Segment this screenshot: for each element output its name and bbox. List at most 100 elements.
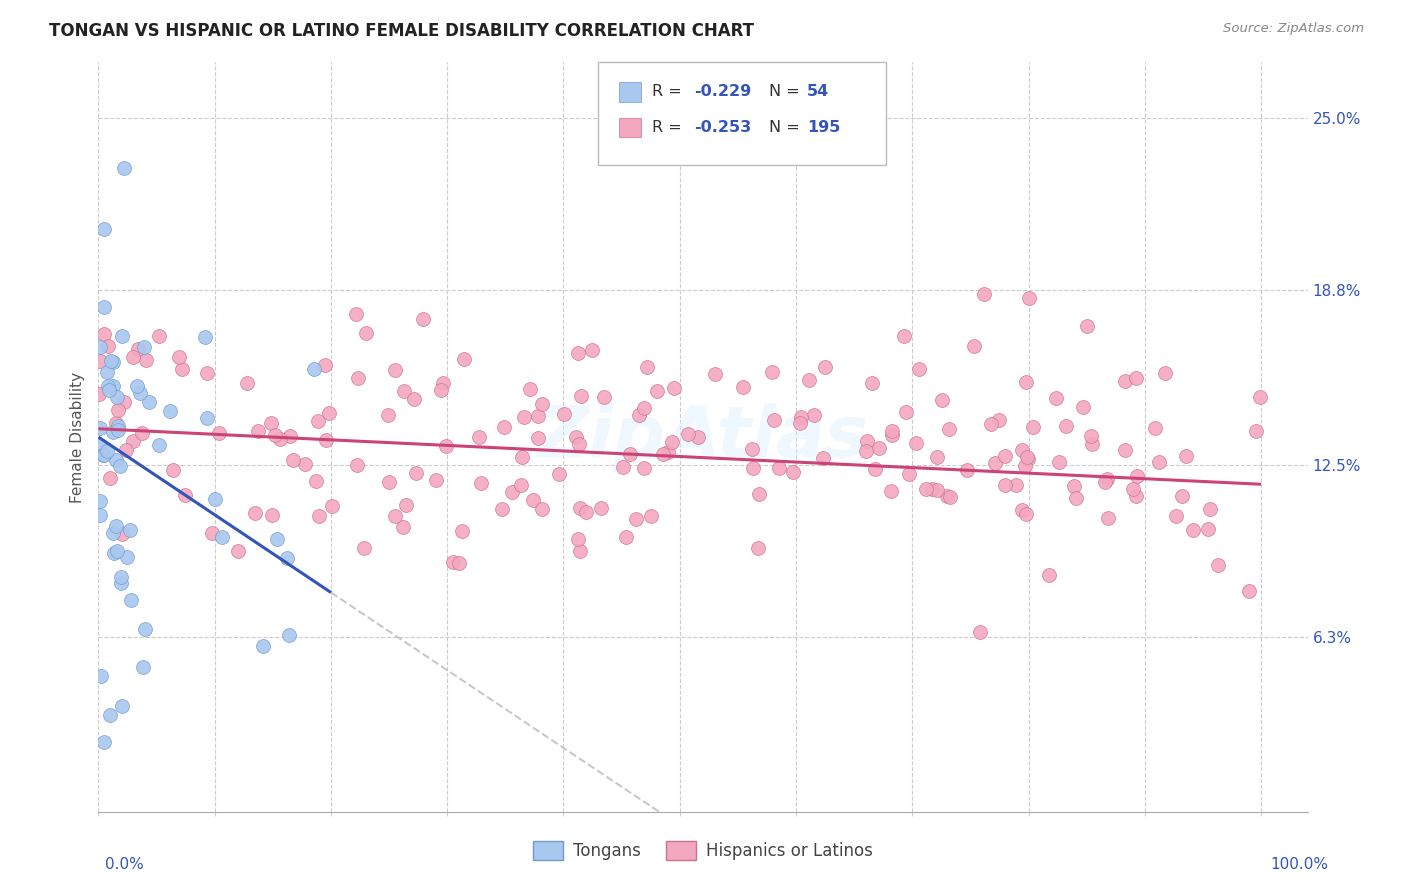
Point [522,493,544,508]
Point [1249,390,1271,404]
Point [115,442,138,457]
Point [747,541,769,555]
Point [276,551,298,566]
Point [103,526,125,541]
Point [1206,558,1229,573]
Point [627,409,650,423]
Y-axis label: Female Disability: Female Disability [70,371,86,503]
Point [1015,508,1038,522]
Point [89,438,111,452]
Point [353,541,375,555]
Point [100,354,122,368]
Point [803,409,825,423]
Point [994,477,1017,491]
Point [277,628,299,642]
Point [90,669,112,683]
Point [768,461,790,475]
Point [93,448,115,462]
Point [1097,511,1119,525]
Point [1182,524,1205,538]
Point [921,482,943,496]
Point [513,409,536,424]
Point [453,351,475,366]
Point [1080,428,1102,442]
Point [905,436,928,450]
Point [813,450,835,465]
Point [89,340,111,354]
Point [567,532,589,546]
Point [111,699,134,714]
Point [262,508,284,522]
Point [304,362,326,376]
Point [761,365,783,379]
Point [107,423,129,437]
Point [195,366,218,380]
Point [856,434,879,449]
Point [174,488,197,502]
Point [1122,482,1144,496]
Point [104,417,127,431]
Point [392,384,415,399]
Point [661,434,683,449]
Point [269,432,291,446]
Point [938,422,960,436]
Point [281,453,304,467]
Point [412,312,434,326]
Point [110,459,132,474]
Point [195,410,218,425]
Point [789,409,811,424]
Point [1097,472,1119,486]
Point [132,340,155,354]
Point [567,346,589,360]
Point [105,518,128,533]
Point [87,387,110,401]
Point [122,434,145,449]
Point [97,383,120,397]
Text: R =: R = [652,85,688,99]
Point [89,493,111,508]
Point [733,380,755,394]
Point [703,367,725,381]
Point [1175,450,1198,464]
Point [93,735,115,749]
Point [103,355,125,369]
Point [592,391,614,405]
Point [994,450,1017,464]
Point [501,484,523,499]
Point [1144,420,1167,434]
Point [252,640,274,654]
Point [880,424,903,438]
Point [103,425,125,439]
Point [553,407,575,421]
Point [321,499,343,513]
Text: R =: R = [652,120,688,135]
Point [194,330,217,344]
Point [122,350,145,364]
Point [98,707,121,722]
Point [470,475,492,490]
Point [1244,425,1267,439]
Legend: Tongans, Hispanics or Latinos: Tongans, Hispanics or Latinos [526,835,880,867]
Point [935,489,957,503]
Point [789,416,811,430]
Point [93,300,115,314]
Point [115,550,138,565]
Point [392,520,415,534]
Point [633,461,655,475]
Point [159,403,181,417]
Point [868,441,890,455]
Point [346,458,368,472]
Text: 0.0%: 0.0% [105,857,145,872]
Point [103,546,125,560]
Point [467,430,489,444]
Point [314,358,336,372]
Point [1149,454,1171,468]
Point [118,523,141,537]
Point [494,419,516,434]
Point [1015,376,1038,390]
Point [112,395,135,409]
Point [897,467,920,481]
Point [1056,418,1078,433]
Point [148,329,170,343]
Text: -0.253: -0.253 [695,120,752,135]
